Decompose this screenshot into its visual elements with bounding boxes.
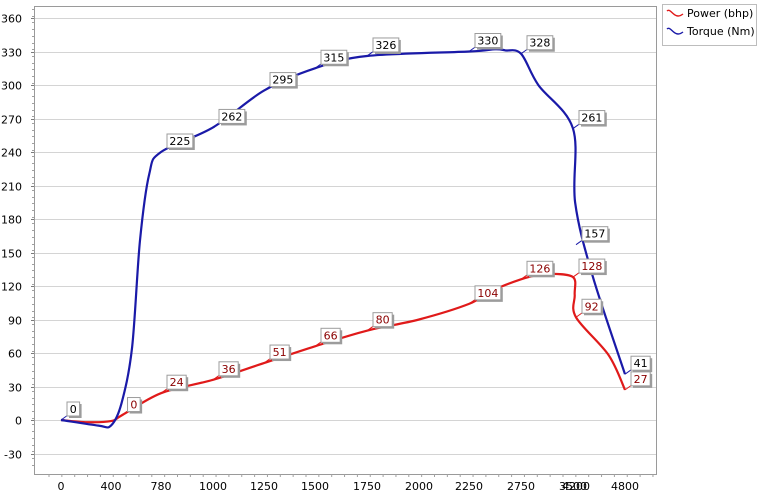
x-tick-label: 1250 <box>250 480 278 493</box>
power-data-label: 92 <box>585 300 599 313</box>
y-tick-label: 150 <box>1 248 22 261</box>
y-tick-label: -30 <box>4 449 22 462</box>
x-tick-label: 2250 <box>455 480 483 493</box>
legend-item-torque: Torque (Nm) <box>663 23 756 41</box>
plot-area <box>34 6 657 475</box>
x-tick-label: 4800 <box>611 480 639 493</box>
torque-data-label: 295 <box>272 74 293 87</box>
power-data-label: 36 <box>222 363 236 376</box>
x-tick-label: 4200 <box>562 480 590 493</box>
power-data-label: 80 <box>376 314 390 327</box>
power-data-label: 0 <box>130 399 137 412</box>
x-tick-label: 780 <box>151 480 172 493</box>
torque-label-box <box>66 401 81 417</box>
x-tick-label: 2000 <box>405 480 433 493</box>
torque-label-box <box>581 226 609 242</box>
power-data-label: 126 <box>529 262 550 275</box>
y-tick-label: 120 <box>1 281 22 294</box>
y-tick-label: 60 <box>8 348 22 361</box>
y-tick-label: 360 <box>1 13 22 26</box>
torque-data-label: 328 <box>529 37 550 50</box>
torque-data-label: 315 <box>323 51 344 64</box>
y-tick-label: 90 <box>8 315 22 328</box>
torque-line <box>60 48 627 429</box>
power-label-box <box>526 260 554 276</box>
torque-data-label: 0 <box>70 403 77 416</box>
torque-swatch-icon <box>666 27 684 35</box>
y-tick-label: 30 <box>8 382 22 395</box>
y-tick-label: 210 <box>1 181 22 194</box>
x-tick-label: 1750 <box>353 480 381 493</box>
torque-label-box <box>526 35 554 51</box>
torque-label-box <box>320 49 348 65</box>
power-swatch-icon <box>666 9 684 17</box>
torque-label-box <box>474 33 502 48</box>
x-tick-label: 1500 <box>301 480 329 493</box>
power-label-box <box>269 344 290 360</box>
torque-data-label: 262 <box>221 110 242 123</box>
power-data-label: 104 <box>477 287 498 300</box>
y-tick-label: 180 <box>1 214 22 227</box>
power-label-box <box>474 285 502 301</box>
power-label-box <box>166 374 187 390</box>
x-tick-label: 0 <box>58 480 65 493</box>
power-label-box <box>127 397 141 413</box>
torque-data-label: 330 <box>477 35 498 48</box>
torque-data-label: 225 <box>169 135 190 148</box>
y-tick-label: 270 <box>1 114 22 127</box>
y-tick-label: 240 <box>1 147 22 160</box>
power-label-box <box>578 258 606 274</box>
power-label-box <box>581 298 602 314</box>
legend-label-power: Power (bhp) <box>687 7 754 20</box>
power-data-label: 128 <box>581 260 602 273</box>
y-tick-label: 330 <box>1 47 22 60</box>
torque-label-box <box>166 133 194 149</box>
power-data-label: 24 <box>170 376 184 389</box>
power-data-label: 66 <box>324 329 338 342</box>
x-tick-label: 2750 <box>507 480 535 493</box>
x-tick-label: 3500 <box>559 480 587 493</box>
y-tick-label: 0 <box>15 415 22 428</box>
power-label-box <box>372 312 393 328</box>
torque-label-box <box>630 355 651 371</box>
torque-data-label: 41 <box>634 357 648 370</box>
power-data-label: 27 <box>634 373 648 386</box>
x-tick-label: 1000 <box>199 480 227 493</box>
torque-label-box <box>372 37 400 53</box>
legend-label-torque: Torque (Nm) <box>687 25 755 38</box>
y-tick-label: 300 <box>1 80 22 93</box>
torque-data-label: 157 <box>584 228 605 241</box>
power-data-label: 51 <box>273 346 287 359</box>
torque-label-box <box>218 108 246 124</box>
power-label-box <box>320 327 341 343</box>
torque-data-label: 261 <box>581 112 602 125</box>
power-label-box <box>218 361 239 377</box>
legend: Power (bhp) Torque (Nm) <box>662 4 757 46</box>
torque-label-box <box>578 110 606 126</box>
torque-data-label: 326 <box>375 39 396 52</box>
legend-item-power: Power (bhp) <box>663 5 756 23</box>
torque-label-box <box>269 72 297 88</box>
x-tick-label: 400 <box>101 480 122 493</box>
